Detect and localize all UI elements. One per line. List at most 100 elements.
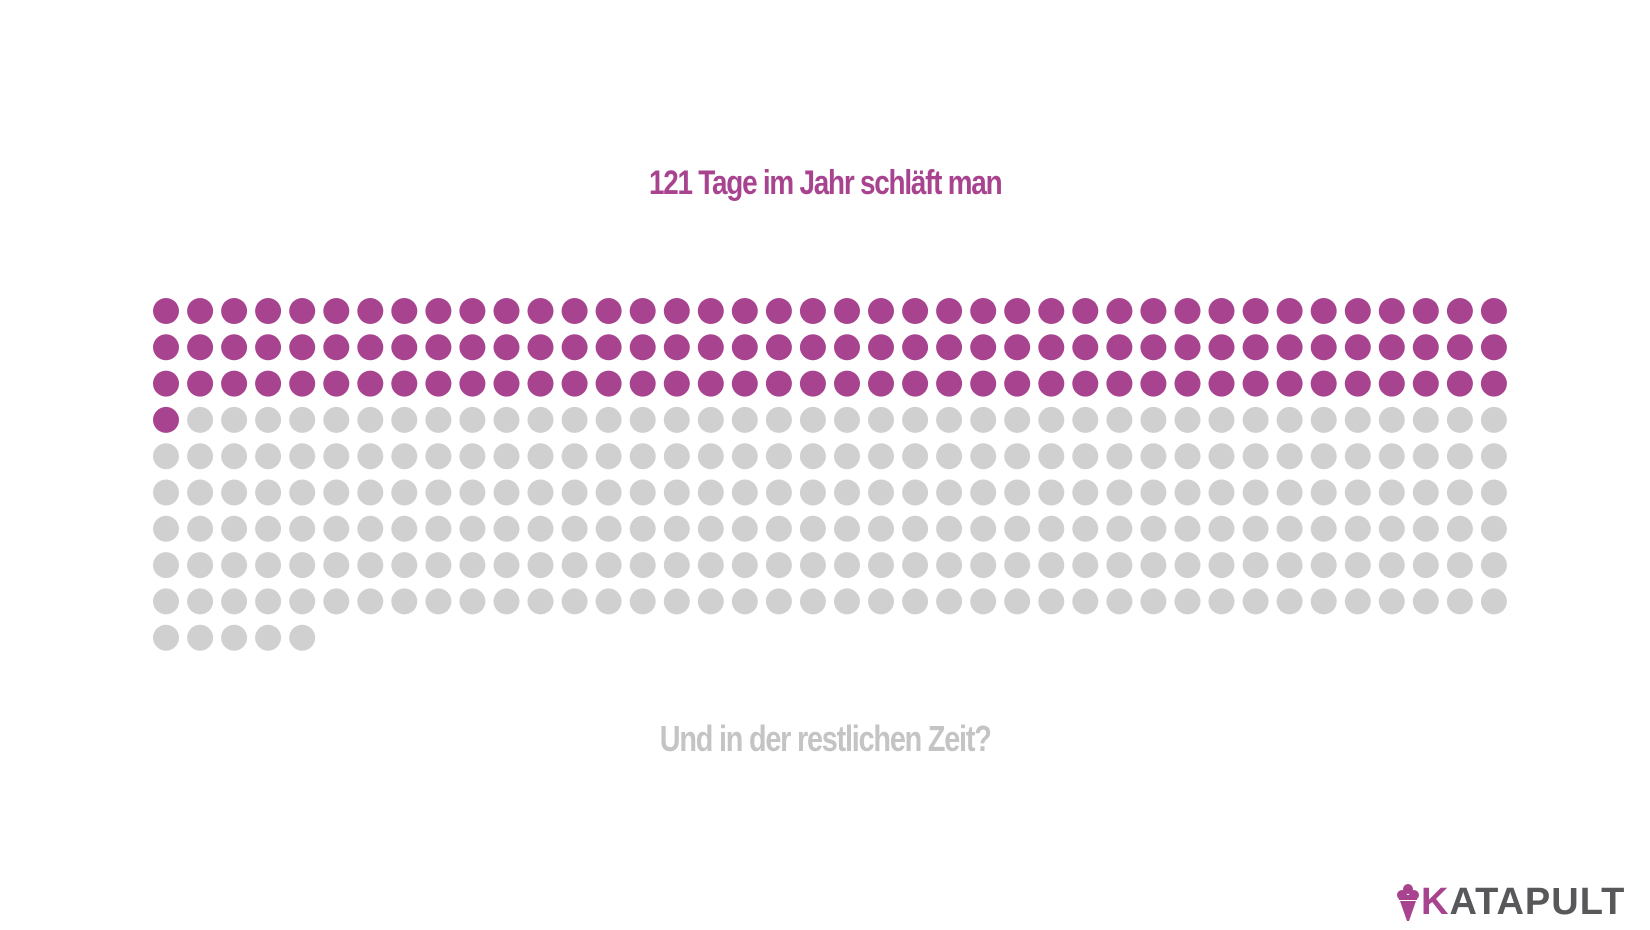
dot-other-day bbox=[187, 479, 214, 506]
dot-other-day bbox=[323, 515, 350, 542]
dot-other-day bbox=[561, 552, 588, 579]
dot-sleep-day bbox=[799, 298, 826, 324]
dot-other-day bbox=[834, 588, 860, 615]
dot-other-day bbox=[1208, 443, 1235, 470]
dot-sleep-day bbox=[1310, 370, 1337, 397]
dot-other-day bbox=[425, 479, 452, 506]
dot-other-day bbox=[663, 479, 690, 506]
dot-other-day bbox=[425, 515, 452, 542]
dot-other-day bbox=[1242, 588, 1269, 615]
dot-other-day bbox=[1276, 443, 1303, 470]
dot-other-day bbox=[1480, 406, 1507, 433]
dot-other-day bbox=[153, 515, 179, 542]
dot-other-day bbox=[425, 552, 452, 579]
dot-other-day bbox=[663, 515, 690, 542]
dot-other-day bbox=[493, 443, 520, 470]
dot-other-day bbox=[1480, 515, 1507, 542]
dot-sleep-day bbox=[629, 370, 656, 397]
dot-other-day bbox=[629, 515, 656, 542]
logo-first-letter: K bbox=[1421, 881, 1450, 923]
dot-other-day bbox=[1276, 406, 1303, 433]
dot-other-day bbox=[289, 406, 316, 433]
dot-other-day bbox=[1004, 406, 1031, 433]
dot-other-day bbox=[221, 588, 248, 615]
dot-sleep-day bbox=[187, 370, 214, 397]
dot-sleep-day bbox=[1038, 370, 1065, 397]
dot-other-day bbox=[187, 443, 214, 470]
dot-sleep-day bbox=[153, 298, 179, 324]
dot-other-day bbox=[1038, 479, 1065, 506]
dot-other-day bbox=[425, 443, 452, 470]
dot-other-day bbox=[1140, 588, 1167, 615]
dot-sleep-day bbox=[493, 298, 520, 324]
dot-sleep-day bbox=[1242, 334, 1269, 361]
dot-other-day bbox=[1446, 406, 1473, 433]
dot-other-day bbox=[697, 443, 724, 470]
dot-other-day bbox=[187, 406, 214, 433]
dot-other-day bbox=[391, 479, 418, 506]
dot-other-day bbox=[1106, 479, 1133, 506]
dot-sleep-day bbox=[323, 370, 350, 397]
dot-other-day bbox=[1378, 443, 1405, 470]
dot-other-day bbox=[765, 406, 792, 433]
dot-sleep-day bbox=[936, 298, 963, 324]
dot-other-day bbox=[391, 406, 418, 433]
dot-other-day bbox=[1208, 406, 1235, 433]
dot-sleep-day bbox=[323, 298, 350, 324]
dot-other-day bbox=[1004, 588, 1031, 615]
dot-other-day bbox=[493, 479, 520, 506]
dot-other-day bbox=[561, 479, 588, 506]
dot-other-day bbox=[1038, 552, 1065, 579]
dot-sleep-day bbox=[323, 334, 350, 361]
dot-sleep-day bbox=[629, 334, 656, 361]
dot-other-day bbox=[799, 515, 826, 542]
dot-sleep-day bbox=[595, 298, 622, 324]
dot-other-day bbox=[1344, 515, 1371, 542]
dot-sleep-day bbox=[1140, 334, 1167, 361]
dot-other-day bbox=[663, 406, 690, 433]
dot-sleep-day bbox=[1174, 298, 1201, 324]
dot-other-day bbox=[1174, 479, 1201, 506]
dot-sleep-day bbox=[527, 334, 554, 361]
dot-other-day bbox=[561, 443, 588, 470]
dot-other-day bbox=[629, 406, 656, 433]
dot-sleep-day bbox=[153, 334, 179, 361]
dot-other-day bbox=[868, 406, 894, 433]
dot-other-day bbox=[289, 588, 316, 615]
dot-other-day bbox=[1412, 443, 1439, 470]
dot-other-day bbox=[902, 479, 929, 506]
dot-sleep-day bbox=[459, 370, 486, 397]
dot-other-day bbox=[834, 479, 860, 506]
dot-other-day bbox=[731, 479, 758, 506]
dot-sleep-day bbox=[391, 298, 418, 324]
dot-sleep-day bbox=[1106, 370, 1133, 397]
dot-other-day bbox=[1480, 588, 1507, 615]
dot-other-day bbox=[459, 588, 486, 615]
dot-sleep-day bbox=[1276, 298, 1303, 324]
dot-other-day bbox=[255, 479, 282, 506]
dot-other-day bbox=[527, 443, 554, 470]
dot-other-day bbox=[1174, 588, 1201, 615]
dot-sleep-day bbox=[1072, 298, 1099, 324]
dot-sleep-day bbox=[731, 370, 758, 397]
dot-other-day bbox=[731, 588, 758, 615]
dot-other-day bbox=[1038, 515, 1065, 542]
dot-sleep-day bbox=[289, 298, 316, 324]
dot-other-day bbox=[799, 552, 826, 579]
dot-other-day bbox=[970, 443, 997, 470]
dot-sleep-day bbox=[1480, 334, 1507, 361]
dot-other-day bbox=[1208, 515, 1235, 542]
dot-other-day bbox=[527, 588, 554, 615]
dot-other-day bbox=[936, 443, 963, 470]
dot-sleep-day bbox=[834, 298, 860, 324]
dot-sleep-day bbox=[289, 334, 316, 361]
dot-other-day bbox=[1344, 588, 1371, 615]
dot-other-day bbox=[527, 479, 554, 506]
dot-other-day bbox=[1310, 588, 1337, 615]
dot-other-day bbox=[1004, 443, 1031, 470]
dot-other-day bbox=[561, 406, 588, 433]
dot-other-day bbox=[936, 552, 963, 579]
dot-other-day bbox=[255, 552, 282, 579]
dot-other-day bbox=[221, 624, 248, 651]
dot-sleep-day bbox=[868, 298, 894, 324]
